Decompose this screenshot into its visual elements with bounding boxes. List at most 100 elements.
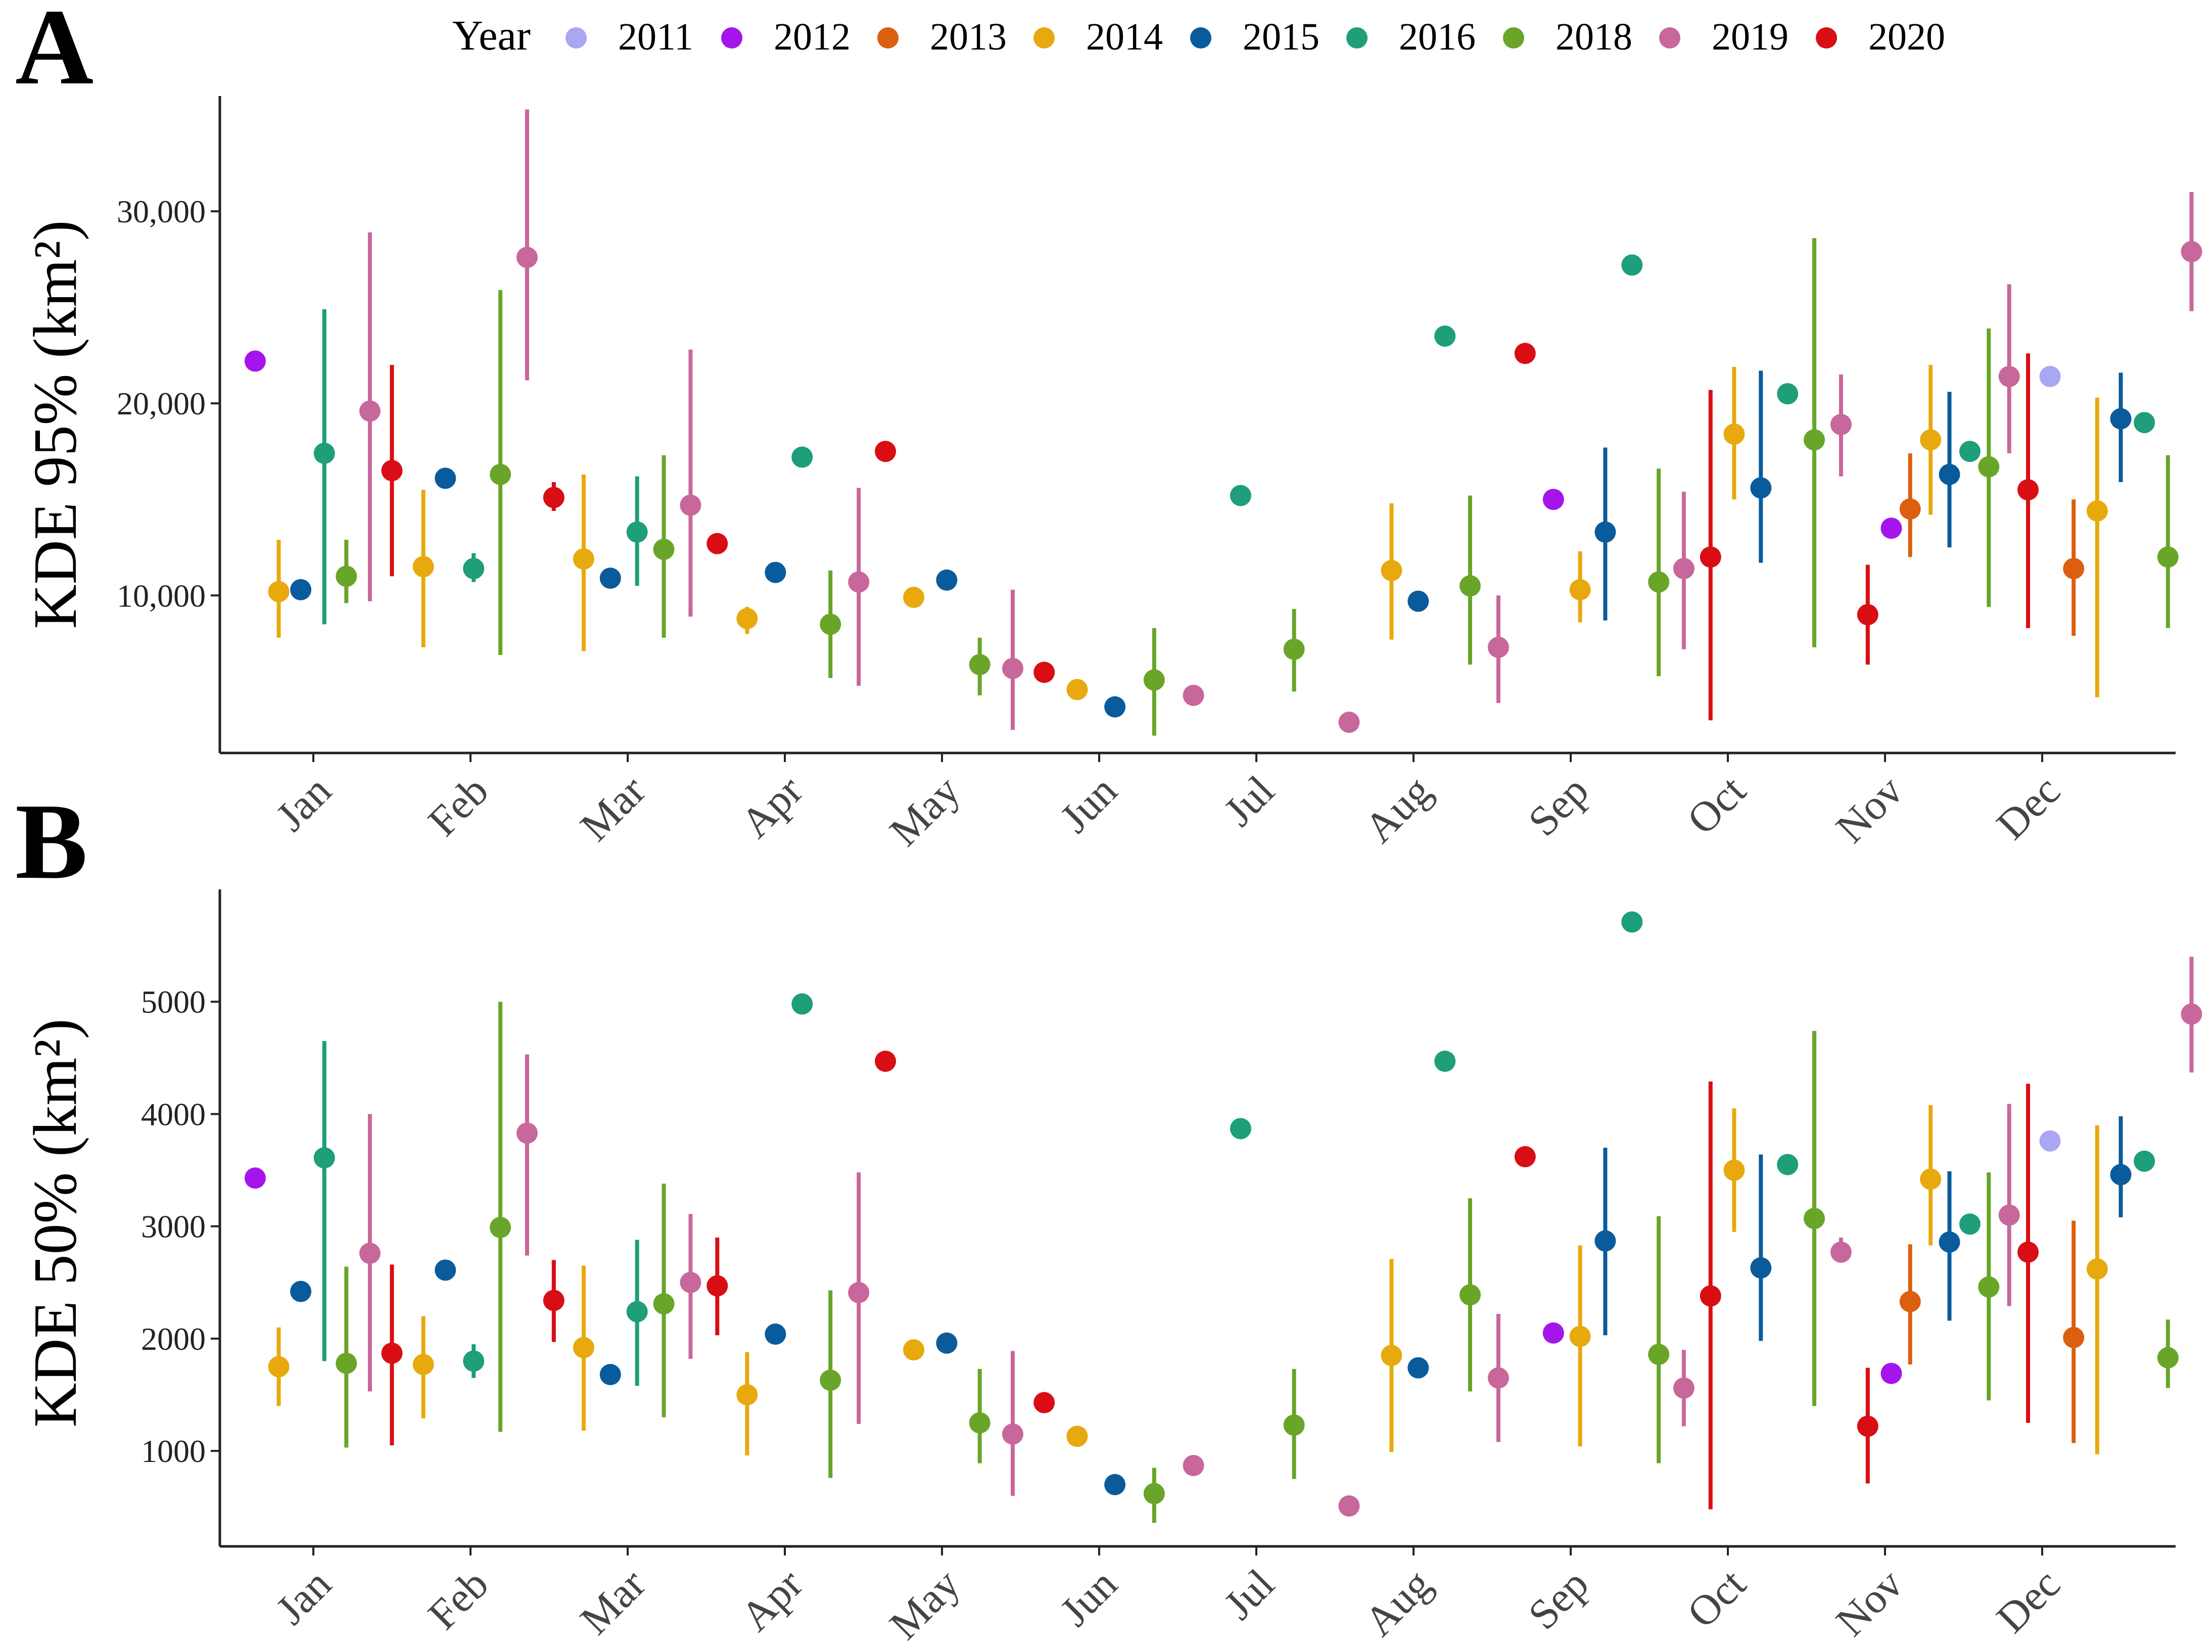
point-2020 bbox=[1514, 1146, 1536, 1167]
legend-marker-2016 bbox=[1346, 27, 1368, 49]
legend-marker-2015 bbox=[1190, 27, 1211, 49]
point-2018 bbox=[2157, 546, 2179, 568]
point-2019 bbox=[359, 1243, 381, 1264]
point-2015 bbox=[765, 1324, 786, 1345]
legend-label: 2013 bbox=[930, 16, 1007, 58]
legend-title: Year bbox=[452, 12, 531, 59]
point-2016 bbox=[463, 1350, 485, 1372]
point-2018 bbox=[1283, 1414, 1305, 1436]
point-2019 bbox=[680, 494, 701, 516]
point-2014 bbox=[412, 556, 434, 578]
point-2014 bbox=[1381, 1345, 1402, 1366]
point-2019 bbox=[848, 1282, 870, 1303]
point-2016 bbox=[626, 521, 648, 543]
legend-marker-2020 bbox=[1816, 27, 1837, 49]
point-2020 bbox=[1857, 1415, 1878, 1437]
point-2016 bbox=[1959, 441, 1981, 462]
point-2014 bbox=[1723, 1159, 1745, 1181]
point-2020 bbox=[707, 1275, 728, 1297]
legend-label: 2011 bbox=[618, 16, 693, 58]
point-2014 bbox=[268, 581, 290, 602]
point-2015 bbox=[1104, 696, 1126, 718]
point-2018 bbox=[2157, 1347, 2179, 1368]
point-2014 bbox=[2086, 500, 2108, 522]
legend-item-2011: 2011 bbox=[566, 16, 693, 58]
point-2019 bbox=[680, 1271, 701, 1293]
y-axis-title: KDE 50% (km²) bbox=[21, 1018, 89, 1427]
point-2019 bbox=[2181, 1003, 2202, 1025]
legend-marker-2013 bbox=[877, 27, 899, 49]
y-tick-label: 2000 bbox=[141, 1321, 206, 1357]
point-2013 bbox=[2063, 1327, 2085, 1348]
point-2015 bbox=[2110, 1164, 2132, 1186]
point-2018 bbox=[1978, 456, 2000, 478]
point-2015 bbox=[1750, 1257, 1772, 1279]
point-2011 bbox=[2039, 365, 2061, 387]
point-2020 bbox=[1514, 343, 1536, 364]
point-2016 bbox=[1230, 485, 1251, 506]
point-2020 bbox=[543, 487, 564, 508]
point-2018 bbox=[653, 539, 675, 560]
point-2019 bbox=[359, 400, 381, 422]
point-2016 bbox=[1434, 325, 1456, 347]
point-2016 bbox=[1621, 254, 1643, 276]
point-2018 bbox=[820, 1370, 841, 1391]
point-2014 bbox=[1920, 1168, 1942, 1190]
point-2015 bbox=[435, 1259, 456, 1281]
point-2015 bbox=[2110, 408, 2132, 430]
point-2015 bbox=[1104, 1474, 1126, 1495]
legend-marker-2012 bbox=[721, 27, 742, 49]
point-2016 bbox=[1777, 383, 1799, 405]
point-2018 bbox=[490, 1216, 511, 1238]
point-2020 bbox=[1857, 604, 1878, 626]
point-2016 bbox=[791, 993, 813, 1015]
point-2018 bbox=[1143, 669, 1165, 691]
point-2019 bbox=[1338, 1495, 1360, 1517]
legend-item-2019: 2019 bbox=[1659, 16, 1789, 58]
point-2015 bbox=[1594, 1230, 1616, 1252]
point-2019 bbox=[1673, 1377, 1695, 1399]
point-2020 bbox=[1700, 546, 1721, 568]
point-2018 bbox=[969, 1412, 991, 1434]
legend-marker-2019 bbox=[1659, 27, 1680, 49]
point-2018 bbox=[336, 1352, 357, 1374]
point-2014 bbox=[412, 1354, 434, 1375]
point-2014 bbox=[1066, 1426, 1088, 1447]
data-points bbox=[244, 911, 2202, 1523]
point-2016 bbox=[313, 1147, 335, 1169]
point-2018 bbox=[1459, 1284, 1481, 1306]
legend-item-2015: 2015 bbox=[1190, 16, 1320, 58]
point-2018 bbox=[1978, 1276, 2000, 1298]
point-2015 bbox=[1939, 463, 1960, 485]
legend-marker-2011 bbox=[566, 27, 587, 49]
panel-label: A bbox=[15, 0, 93, 107]
point-2019 bbox=[2181, 241, 2202, 262]
legend-item-2020: 2020 bbox=[1816, 16, 1945, 58]
point-2016 bbox=[2134, 412, 2155, 434]
point-2014 bbox=[573, 548, 594, 570]
point-2016 bbox=[2134, 1150, 2155, 1172]
point-2016 bbox=[1434, 1051, 1456, 1072]
point-2015 bbox=[1594, 521, 1616, 543]
legend-marker-2018 bbox=[1503, 27, 1524, 49]
point-2016 bbox=[1621, 911, 1643, 933]
point-2019 bbox=[516, 1122, 538, 1144]
point-2014 bbox=[903, 1339, 925, 1361]
point-2019 bbox=[1183, 684, 1204, 706]
point-2012 bbox=[1880, 1362, 1902, 1384]
y-tick-label: 1000 bbox=[141, 1433, 206, 1469]
point-2019 bbox=[1998, 365, 2020, 387]
point-2019 bbox=[1487, 636, 1509, 658]
legend: Year 2011 2012 2013 2014 2015 2016 2018 2019 202… bbox=[452, 12, 1945, 59]
point-2019 bbox=[1830, 1241, 1852, 1263]
point-2014 bbox=[1066, 679, 1088, 700]
point-2020 bbox=[875, 441, 897, 462]
point-2020 bbox=[381, 460, 403, 482]
point-2015 bbox=[290, 1281, 312, 1302]
point-2018 bbox=[1804, 429, 1825, 451]
point-2014 bbox=[268, 1356, 290, 1378]
y-tick-label: 20,000 bbox=[117, 386, 206, 421]
point-2014 bbox=[1569, 1326, 1591, 1347]
legend-marker-2014 bbox=[1033, 27, 1055, 49]
legend-label: 2019 bbox=[1712, 16, 1789, 58]
